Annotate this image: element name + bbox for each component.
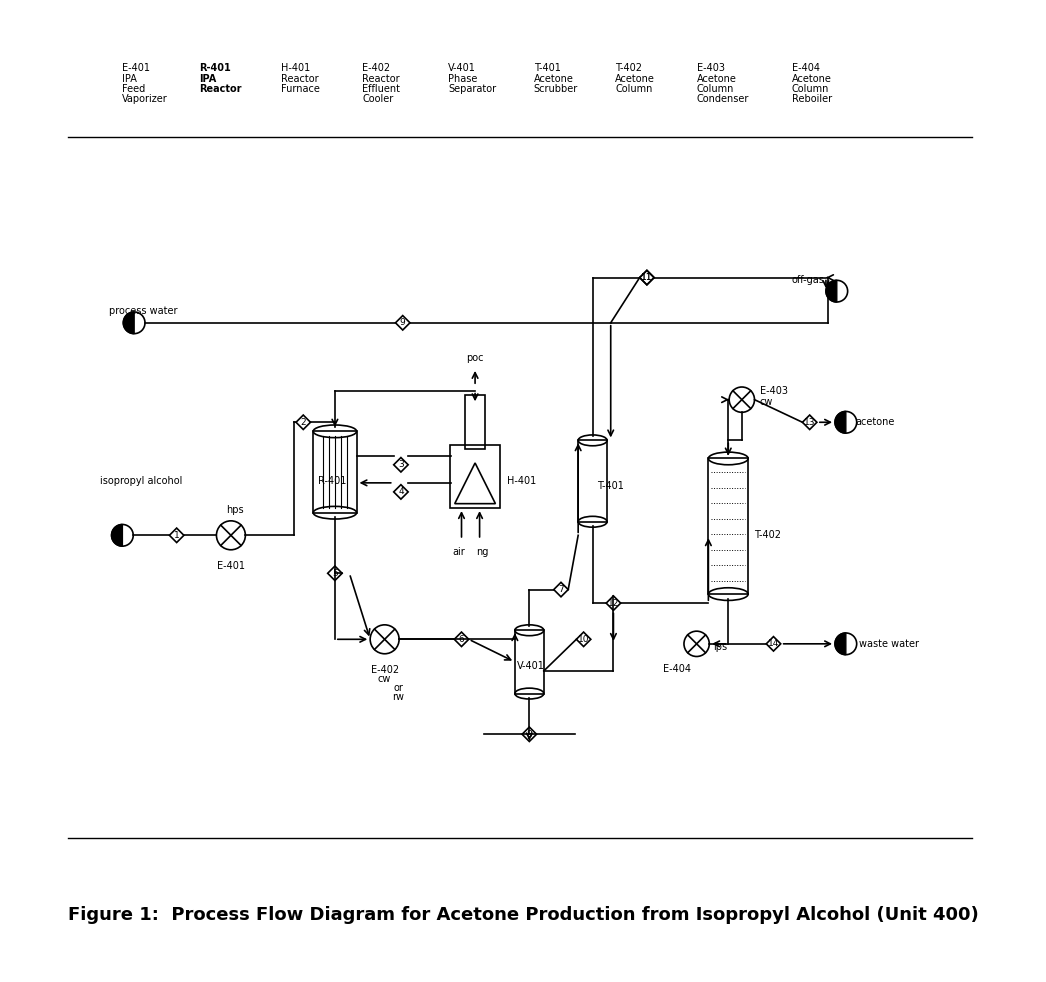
Text: Reactor: Reactor bbox=[362, 74, 400, 84]
Text: Acetone: Acetone bbox=[697, 74, 736, 84]
Polygon shape bbox=[112, 524, 122, 546]
Text: V-401: V-401 bbox=[517, 662, 545, 672]
Text: Reboiler: Reboiler bbox=[792, 94, 832, 104]
Text: 2: 2 bbox=[300, 417, 306, 427]
Text: off-gas: off-gas bbox=[792, 275, 824, 286]
Text: process water: process water bbox=[109, 306, 178, 316]
Text: 1: 1 bbox=[174, 531, 180, 540]
Text: 7: 7 bbox=[559, 585, 564, 594]
Text: 6: 6 bbox=[458, 634, 464, 644]
Text: Phase: Phase bbox=[448, 74, 477, 84]
Text: 5: 5 bbox=[332, 569, 338, 577]
Text: 14: 14 bbox=[768, 639, 779, 648]
Text: Cooler: Cooler bbox=[362, 94, 393, 104]
Text: Condenser: Condenser bbox=[697, 94, 749, 104]
Text: air: air bbox=[453, 547, 465, 557]
Bar bbox=[578, 440, 607, 521]
Text: Feed: Feed bbox=[122, 84, 145, 94]
Text: poc: poc bbox=[467, 354, 484, 363]
Text: 3: 3 bbox=[399, 461, 404, 469]
Text: waste water: waste water bbox=[860, 639, 919, 649]
Text: rw: rw bbox=[392, 691, 404, 702]
Text: isopropyl alcohol: isopropyl alcohol bbox=[99, 476, 182, 486]
Text: T-401: T-401 bbox=[533, 63, 561, 74]
Text: Furnace: Furnace bbox=[280, 84, 319, 94]
Text: E-403: E-403 bbox=[760, 386, 788, 396]
Text: H-401: H-401 bbox=[506, 476, 536, 486]
Polygon shape bbox=[835, 633, 846, 655]
Polygon shape bbox=[123, 312, 134, 334]
Text: R-401: R-401 bbox=[199, 63, 231, 74]
Text: E-401: E-401 bbox=[122, 63, 151, 74]
Text: H-401: H-401 bbox=[280, 63, 310, 74]
Polygon shape bbox=[826, 280, 837, 302]
Text: 4: 4 bbox=[399, 487, 404, 497]
Bar bbox=[708, 459, 748, 594]
Text: Scrubber: Scrubber bbox=[533, 84, 578, 94]
Text: 11: 11 bbox=[641, 273, 653, 282]
Text: E-404: E-404 bbox=[792, 63, 820, 74]
Text: Column: Column bbox=[615, 84, 653, 94]
Text: IPA: IPA bbox=[199, 74, 217, 84]
Text: cw: cw bbox=[760, 398, 773, 408]
Text: 8: 8 bbox=[526, 730, 532, 738]
Text: Acetone: Acetone bbox=[792, 74, 832, 84]
Polygon shape bbox=[835, 411, 846, 433]
Text: Reactor: Reactor bbox=[280, 74, 318, 84]
Text: Vaporizer: Vaporizer bbox=[122, 94, 168, 104]
Bar bbox=[313, 431, 357, 513]
Text: Column: Column bbox=[697, 84, 734, 94]
Text: or: or bbox=[393, 682, 403, 692]
Text: hps: hps bbox=[227, 505, 245, 515]
Text: Figure 1:  Process Flow Diagram for Acetone Production from Isopropyl Alcohol (U: Figure 1: Process Flow Diagram for Aceto… bbox=[68, 906, 978, 924]
Text: IPA: IPA bbox=[122, 74, 137, 84]
Text: E-402: E-402 bbox=[362, 63, 390, 74]
Text: 11: 11 bbox=[641, 273, 653, 282]
Text: Reactor: Reactor bbox=[199, 84, 242, 94]
Text: acetone: acetone bbox=[855, 417, 894, 427]
Bar bbox=[515, 630, 544, 693]
Text: 12: 12 bbox=[608, 599, 619, 608]
Text: T-402: T-402 bbox=[753, 530, 780, 540]
Text: E-402: E-402 bbox=[370, 665, 399, 675]
Text: T-402: T-402 bbox=[615, 63, 642, 74]
Text: Effluent: Effluent bbox=[362, 84, 400, 94]
Text: E-403: E-403 bbox=[697, 63, 725, 74]
Text: 10: 10 bbox=[577, 634, 589, 644]
Text: E-401: E-401 bbox=[217, 561, 245, 571]
Text: R-401: R-401 bbox=[318, 476, 346, 486]
Text: V-401: V-401 bbox=[448, 63, 476, 74]
Text: cw: cw bbox=[378, 674, 391, 683]
Text: 9: 9 bbox=[400, 318, 406, 327]
Bar bbox=[450, 445, 500, 508]
Text: lps: lps bbox=[713, 641, 727, 651]
Text: Acetone: Acetone bbox=[533, 74, 573, 84]
Text: 13: 13 bbox=[804, 417, 816, 427]
Text: ng: ng bbox=[476, 547, 488, 557]
Text: T-401: T-401 bbox=[597, 480, 624, 491]
Text: Column: Column bbox=[792, 84, 828, 94]
Text: Acetone: Acetone bbox=[615, 74, 655, 84]
Text: Separator: Separator bbox=[448, 84, 496, 94]
Text: E-404: E-404 bbox=[663, 664, 690, 674]
Bar bbox=[465, 395, 485, 450]
